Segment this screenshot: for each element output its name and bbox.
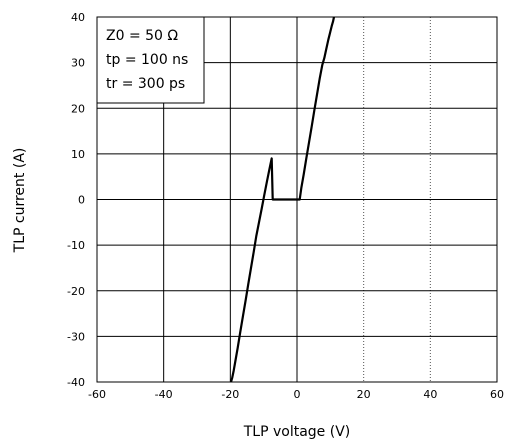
y-tick-label: -20	[67, 285, 85, 298]
legend-box: Z0 = 50 Ω tp = 100 ns tr = 300 ps	[96, 16, 205, 104]
x-tick-label: -20	[221, 388, 239, 401]
x-tick-label: 60	[490, 388, 504, 401]
series-layer	[229, 16, 336, 383]
y-tick-label: 10	[71, 148, 85, 161]
legend-frame	[96, 16, 205, 104]
x-tick-label: 0	[294, 388, 301, 401]
x-tick-label: 20	[357, 388, 371, 401]
legend-text-tr: tr = 300 ps	[106, 76, 185, 92]
y-tick-label: 40	[71, 11, 85, 24]
x-tick-label: -40	[155, 388, 173, 401]
series-line	[229, 16, 336, 383]
y-tick-label: -40	[67, 376, 85, 389]
x-axis-title: TLP voltage (V)	[243, 424, 351, 440]
y-axis-title: TLP current (A)	[12, 148, 28, 254]
y-tick-label: -30	[67, 330, 85, 343]
y-tick-label: -10	[67, 239, 85, 252]
y-tick-label: 20	[71, 102, 85, 115]
legend-text-z0: Z0 = 50 Ω	[106, 28, 178, 44]
plot-frame	[96, 16, 498, 383]
y-tick-label: 0	[78, 194, 85, 207]
legend-text-tp: tp = 100 ns	[106, 52, 188, 68]
x-tick-label: -60	[88, 388, 106, 401]
y-tick-label: 30	[71, 57, 85, 70]
x-tick-label: 40	[423, 388, 437, 401]
